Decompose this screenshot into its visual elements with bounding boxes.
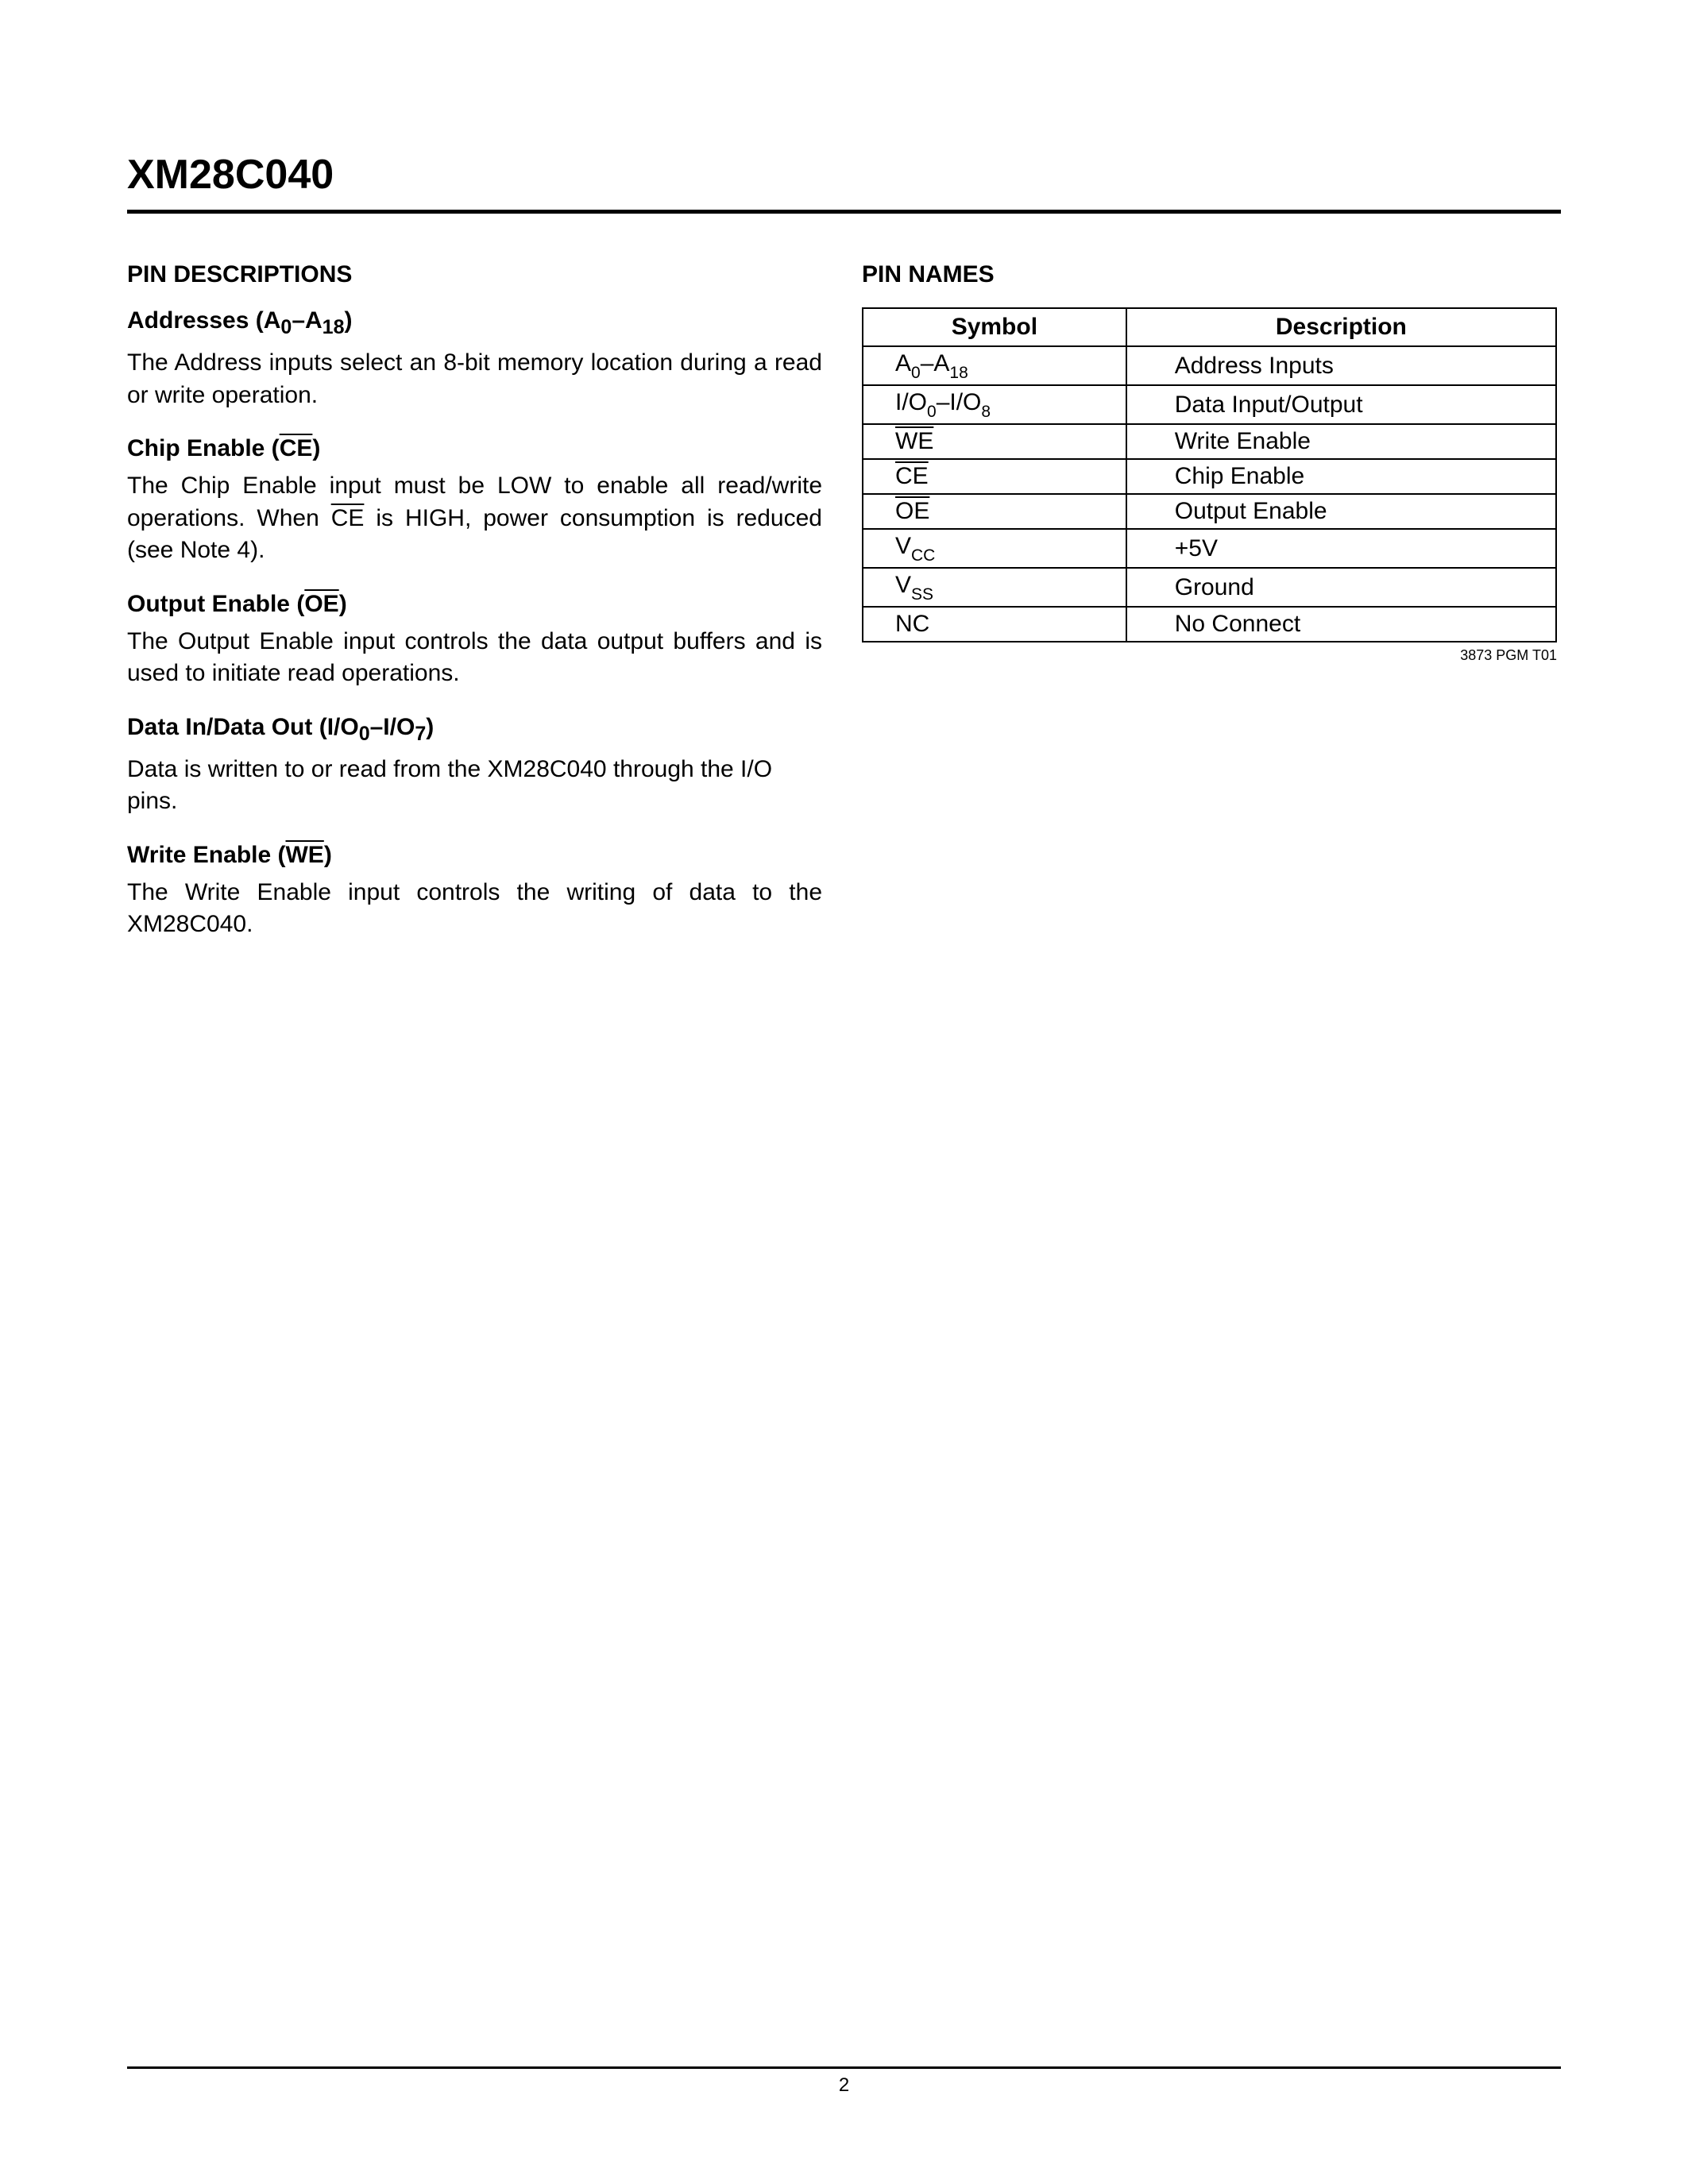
description-cell: Ground: [1126, 568, 1556, 607]
output-enable-body: The Output Enable input controls the dat…: [127, 626, 822, 690]
symbol-cell: WE: [863, 424, 1126, 459]
write-enable-heading: Write Enable (WE): [127, 842, 822, 869]
pin-names-tbody: A0–A18Address InputsI/O0–I/O8Data Input/…: [863, 346, 1556, 642]
right-column: PIN NAMES Symbol Description A0–A18Addre…: [862, 261, 1557, 965]
content-columns: PIN DESCRIPTIONS Addresses (A0–A18) The …: [127, 261, 1561, 965]
symbol-cell: I/O0–I/O8: [863, 385, 1126, 424]
table-row: WEWrite Enable: [863, 424, 1556, 459]
symbol-cell: VSS: [863, 568, 1126, 607]
pin-descriptions-heading: PIN DESCRIPTIONS: [127, 261, 822, 288]
table-row: I/O0–I/O8Data Input/Output: [863, 385, 1556, 424]
left-column: PIN DESCRIPTIONS Addresses (A0–A18) The …: [127, 261, 822, 965]
page-title: XM28C040: [127, 151, 1561, 199]
description-cell: Address Inputs: [1126, 346, 1556, 385]
table-row: OEOutput Enable: [863, 494, 1556, 529]
table-row: A0–A18Address Inputs: [863, 346, 1556, 385]
addresses-body: The Address inputs select an 8-bit memor…: [127, 347, 822, 411]
table-row: CEChip Enable: [863, 459, 1556, 494]
th-description: Description: [1126, 308, 1556, 346]
symbol-cell: CE: [863, 459, 1126, 494]
write-enable-body: The Write Enable input controls the writ…: [127, 877, 822, 941]
addresses-heading: Addresses (A0–A18): [127, 307, 822, 339]
pin-names-table: Symbol Description A0–A18Address InputsI…: [862, 307, 1557, 642]
data-io-heading: Data In/Data Out (I/O0–I/O7): [127, 714, 822, 746]
description-cell: Data Input/Output: [1126, 385, 1556, 424]
output-enable-heading: Output Enable (OE): [127, 591, 822, 618]
chip-enable-body: The Chip Enable input must be LOW to ena…: [127, 470, 822, 567]
table-caption: 3873 PGM T01: [862, 647, 1557, 664]
description-cell: Chip Enable: [1126, 459, 1556, 494]
description-cell: Write Enable: [1126, 424, 1556, 459]
chip-enable-heading: Chip Enable (CE): [127, 435, 822, 462]
table-header-row: Symbol Description: [863, 308, 1556, 346]
page-number: 2: [0, 2074, 1688, 2097]
symbol-cell: A0–A18: [863, 346, 1126, 385]
table-row: NCNo Connect: [863, 607, 1556, 642]
footer-rule: [127, 2066, 1561, 2069]
symbol-cell: VCC: [863, 529, 1126, 568]
table-row: VCC+5V: [863, 529, 1556, 568]
title-rule: [127, 210, 1561, 214]
table-row: VSSGround: [863, 568, 1556, 607]
symbol-cell: NC: [863, 607, 1126, 642]
th-symbol: Symbol: [863, 308, 1126, 346]
description-cell: Output Enable: [1126, 494, 1556, 529]
pin-names-heading: PIN NAMES: [862, 261, 1557, 288]
data-io-body: Data is written to or read from the XM28…: [127, 754, 822, 818]
symbol-cell: OE: [863, 494, 1126, 529]
description-cell: +5V: [1126, 529, 1556, 568]
description-cell: No Connect: [1126, 607, 1556, 642]
